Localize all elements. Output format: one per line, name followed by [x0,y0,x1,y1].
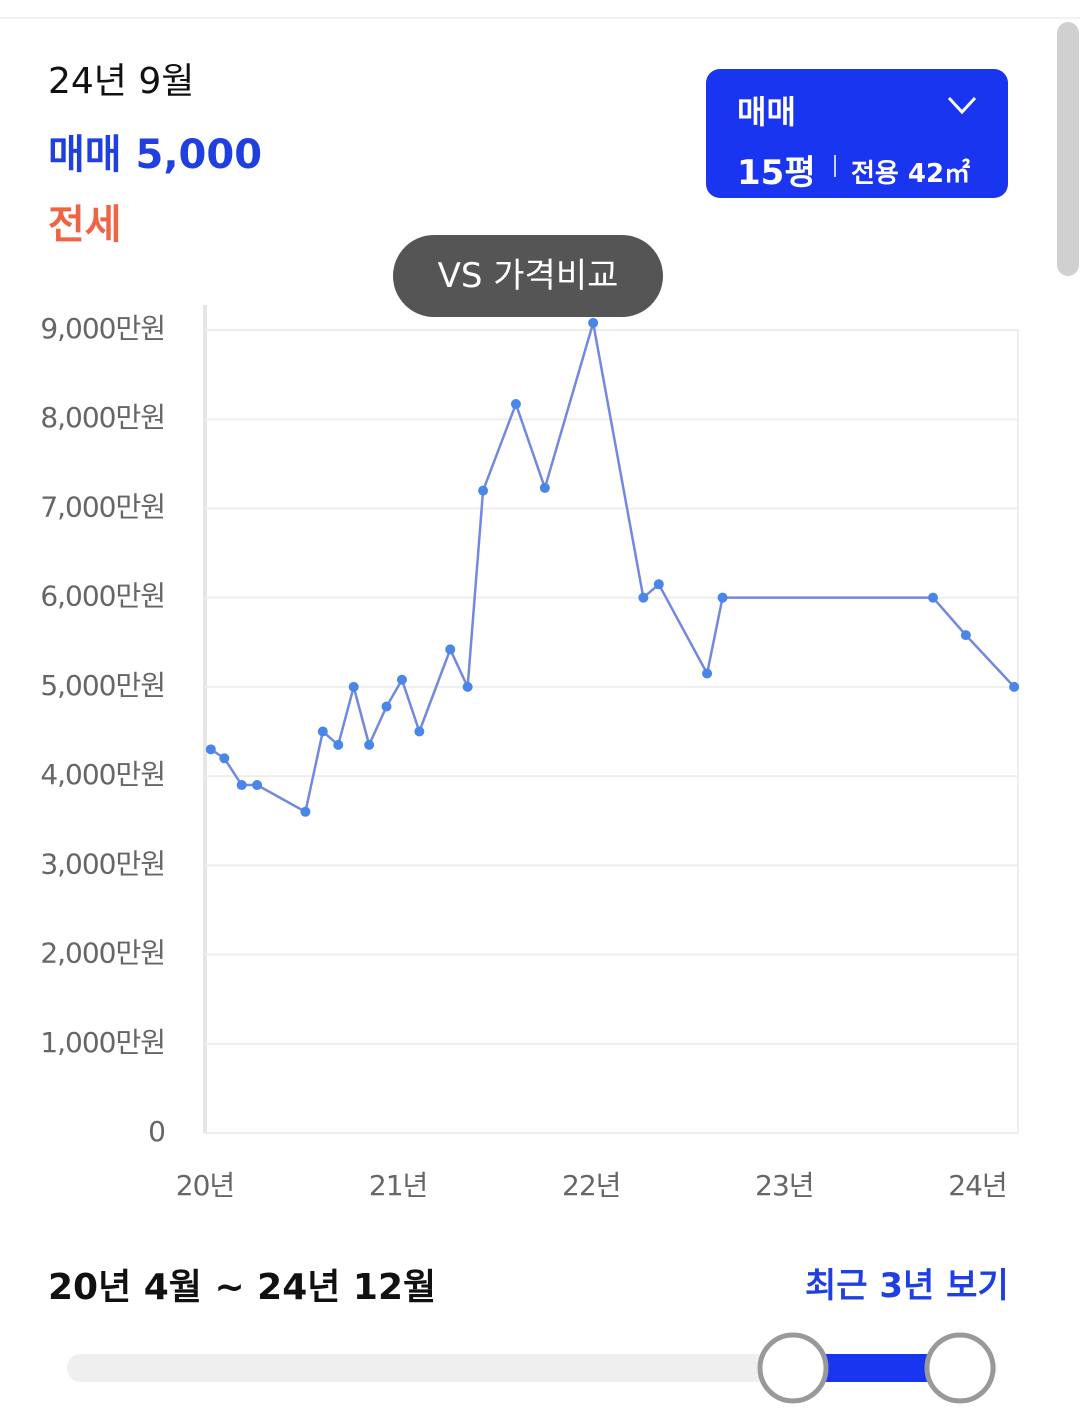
data-point[interactable] [381,701,392,712]
data-point[interactable] [317,726,328,737]
data-point[interactable] [396,674,407,685]
top-divider [0,17,1080,19]
scrollbar[interactable] [1057,22,1079,276]
data-point[interactable] [236,780,247,791]
y-tick-label: 3,000만원 [40,847,165,880]
data-point[interactable] [638,592,649,603]
y-tick-label: 5,000만원 [40,669,165,702]
data-point[interactable] [364,739,375,750]
data-point[interactable] [1009,681,1020,692]
sale-price: 매매 5,000 [48,132,263,178]
deal-selector[interactable]: 매매 15평 전용 42㎡ [706,69,1008,198]
data-point[interactable] [717,592,728,603]
separator [834,155,836,177]
data-point[interactable] [348,681,359,692]
slider-handle[interactable] [924,1332,996,1404]
price-line [210,322,1016,814]
data-point[interactable] [928,592,939,603]
data-point[interactable] [702,668,713,679]
y-tick-label: 7,000만원 [40,490,165,523]
deal-type: 매매 [737,93,796,131]
y-tick-label: 8,000만원 [40,401,165,434]
data-point[interactable] [653,579,664,590]
x-tick-label: 22년 [562,1169,620,1202]
compare-button[interactable]: VS 가격비교 [393,235,663,317]
y-tick-label: 9,000만원 [40,312,165,345]
y-tick-label: 6,000만원 [40,580,165,613]
x-tick-label: 23년 [755,1169,813,1202]
y-tick-label: 0 [148,1115,165,1148]
recent-link[interactable]: 최근 3년 보기 [805,1266,1009,1306]
slider-handle[interactable] [757,1332,829,1404]
data-point[interactable] [300,806,311,817]
data-point[interactable] [462,681,473,692]
x-tick-label: 21년 [369,1169,427,1202]
data-point[interactable] [219,753,230,764]
size: 15평 [737,153,816,193]
date: 24년 9월 [48,61,195,102]
area: 전용 42㎡ [851,159,971,189]
y-tick-label: 2,000만원 [40,937,165,970]
y-tick-label: 1,000만원 [40,1026,165,1059]
data-point[interactable] [588,317,599,328]
jeonse[interactable]: 전세 [48,202,122,248]
data-point[interactable] [252,780,263,791]
data-point[interactable] [445,644,456,655]
y-tick-label: 4,000만원 [40,758,165,791]
data-point[interactable] [205,744,216,755]
data-point[interactable] [539,482,550,493]
data-point[interactable] [478,485,489,496]
x-tick-label: 24년 [948,1169,1006,1202]
range-label: 20년 4월 ~ 24년 12월 [48,1267,437,1308]
data-point[interactable] [960,630,971,641]
data-point[interactable] [414,726,425,737]
data-point[interactable] [510,399,521,410]
x-tick-label: 20년 [176,1169,234,1202]
data-point[interactable] [333,739,344,750]
chevron [947,96,977,115]
